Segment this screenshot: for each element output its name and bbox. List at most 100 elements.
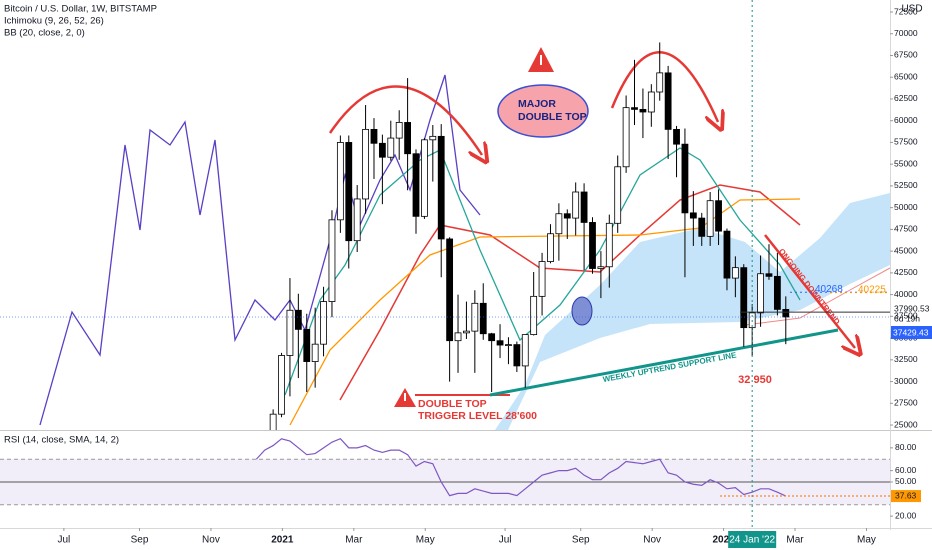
indicator-label: Ichimoku (9, 26, 52, 26)	[4, 16, 104, 27]
candle-body	[647, 91, 655, 113]
cursor-badge	[728, 531, 777, 548]
candle-body	[622, 107, 630, 168]
y-tick-label: 65000	[894, 71, 918, 81]
annotation: WEEKLY UPTREND SUPPORT LINE	[602, 350, 738, 384]
candle-body	[521, 334, 529, 367]
candle-body	[706, 200, 714, 237]
y-tick-label: 32500	[894, 354, 918, 364]
candle-body	[530, 295, 538, 336]
candle-body	[446, 238, 454, 342]
candle-body	[488, 333, 496, 342]
candle-body	[597, 266, 605, 269]
candle-body	[496, 340, 504, 346]
warning-icon	[528, 47, 554, 72]
y-tick-label: 62500	[894, 93, 918, 103]
candle-body	[320, 301, 327, 345]
currency: USD	[901, 4, 922, 15]
x-tick-label: Nov	[643, 535, 661, 546]
price-label: 37990.53	[894, 303, 930, 313]
y-tick-label: 55000	[894, 158, 918, 168]
lagging-span	[39, 74, 481, 426]
annotation: DOUBLE TOP	[518, 111, 587, 123]
main-pane	[39, 47, 890, 430]
candle-body	[294, 309, 302, 330]
x-tick-label: 2022	[712, 535, 735, 546]
arc-right	[610, 51, 718, 122]
level-label: 40268	[815, 284, 843, 295]
candle-body	[589, 222, 596, 269]
y-tick-label: 52500	[894, 180, 918, 190]
x-tick-label: Sep	[131, 535, 149, 546]
last-price-badge	[891, 326, 932, 339]
y-tick-label: 27500	[894, 398, 918, 408]
candle-body	[563, 213, 571, 219]
ichimoku-cloud	[495, 193, 890, 430]
candle-body	[429, 135, 437, 141]
candle-body	[664, 72, 672, 130]
candle-body	[286, 309, 294, 356]
candle-body	[782, 308, 790, 318]
annotation: DOUBLE TOP	[418, 398, 487, 410]
candle-body	[353, 198, 361, 242]
candle-body	[345, 142, 353, 242]
candle-body	[656, 72, 664, 93]
bb-basis	[339, 184, 801, 401]
candle-body	[513, 344, 521, 367]
warning-icon	[394, 388, 416, 407]
candle-body	[479, 302, 487, 335]
rsi-current-label: 37.63	[895, 490, 917, 500]
x-tick-label: Mar	[786, 535, 804, 546]
candle-body	[639, 108, 647, 113]
candle-body	[572, 191, 580, 219]
rsi-line	[255, 438, 787, 497]
y-tick-label: 80.00	[895, 442, 917, 452]
low-annotation: 32 950	[738, 374, 772, 386]
candle-body	[303, 328, 311, 362]
indicator-label: BB (20, close, 2, 0)	[4, 28, 85, 39]
candle-body	[328, 219, 336, 302]
y-tick-label: 72500	[894, 6, 918, 16]
candle-body	[412, 153, 420, 217]
candle-body	[437, 135, 445, 240]
candle-body	[463, 330, 470, 334]
cursor-label: 24 Jan '22	[729, 535, 775, 546]
candle-body	[673, 128, 680, 145]
candle-body	[387, 137, 395, 158]
y-tick-label: 30000	[894, 376, 918, 386]
candle-body	[681, 143, 689, 214]
candle-body	[580, 191, 588, 223]
candle-body	[538, 261, 546, 297]
y-tick-label: 47500	[894, 224, 918, 234]
x-tick-label: Jul	[57, 535, 70, 546]
arc-left	[328, 85, 482, 155]
x-tick-label: Mar	[345, 535, 363, 546]
bb-upper	[744, 267, 890, 326]
candle-body	[631, 107, 638, 110]
countdown: 6d 19h	[894, 313, 920, 323]
highlight-ellipse	[571, 296, 593, 326]
y-tick-label: 60000	[894, 115, 918, 125]
x-tick-label: Jul	[499, 535, 512, 546]
candle-body	[336, 142, 344, 221]
y-tick-label: 40000	[894, 289, 918, 299]
rsi-pane	[0, 438, 890, 506]
y-tick-label: 50000	[894, 202, 918, 212]
chart-title: Bitcoin / U.S. Dollar, 1W, BITSTAMP	[4, 4, 157, 15]
y-tick-label: 45000	[894, 245, 918, 255]
candle-body	[614, 166, 622, 224]
candle-body	[505, 344, 512, 347]
x-tick-label: Nov	[202, 535, 220, 546]
candles	[269, 42, 790, 430]
candle-body	[269, 413, 277, 430]
candle-body	[723, 230, 731, 279]
tenkan	[284, 147, 801, 396]
y-tick-label: 42500	[894, 267, 918, 277]
candle-body	[765, 273, 773, 277]
candle-body	[715, 200, 722, 232]
candle-body	[278, 355, 285, 415]
x-tick-label: May	[857, 535, 876, 546]
candle-body	[454, 332, 462, 342]
candle-body	[757, 273, 764, 314]
annotation: MAJOR	[518, 98, 556, 110]
